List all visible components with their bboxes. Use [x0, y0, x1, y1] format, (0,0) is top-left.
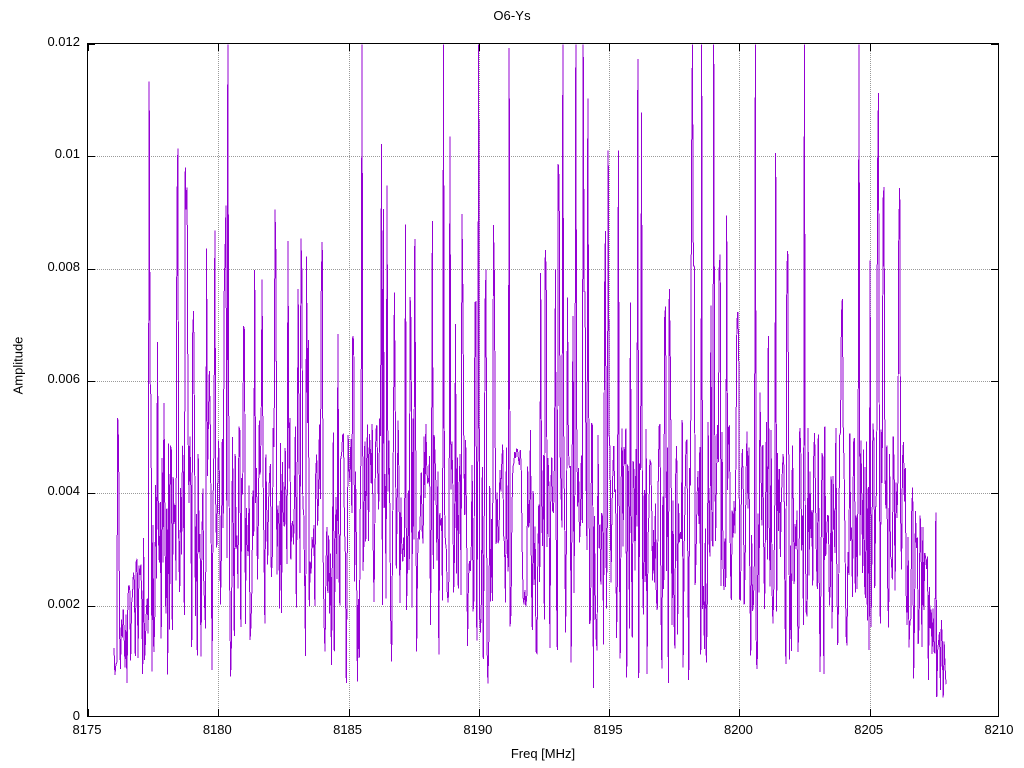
- y-tick-label: 0.012: [47, 34, 80, 49]
- y-tick-label: 0.004: [47, 483, 80, 499]
- gridline-horizontal: [88, 268, 998, 270]
- x-tick-label: 8175: [72, 722, 102, 737]
- y-tick-mark: [991, 268, 998, 270]
- gridline-vertical: [348, 44, 350, 716]
- y-tick-mark: [991, 156, 998, 158]
- y-tick-mark: [88, 381, 95, 382]
- gridline-horizontal: [88, 381, 998, 382]
- chart-title: O6-Ys: [493, 8, 531, 23]
- gridline-vertical: [609, 44, 611, 716]
- x-tick-label: 8210: [984, 722, 1014, 737]
- x-tick-mark: [609, 44, 611, 51]
- x-tick-mark: [218, 44, 220, 51]
- x-tick-label: 8185: [333, 722, 363, 737]
- spectrum-line-series: [113, 44, 947, 698]
- gridline-vertical: [739, 44, 741, 716]
- gridline-vertical: [218, 44, 220, 716]
- x-tick-label: 8205: [854, 722, 884, 737]
- y-tick-mark: [991, 44, 998, 45]
- y-tick-mark: [88, 605, 95, 607]
- y-tick-mark: [88, 44, 95, 45]
- y-tick-label: 0.002: [47, 595, 80, 611]
- y-tick-label: 0.01: [54, 146, 80, 162]
- x-tick-label: 8180: [202, 722, 232, 737]
- y-tick-mark: [991, 493, 998, 495]
- x-tick-mark: [869, 709, 871, 716]
- y-tick-label: 0.008: [47, 258, 80, 274]
- x-tick-mark: [609, 709, 611, 716]
- x-tick-mark: [478, 709, 480, 716]
- x-tick-mark: [739, 709, 741, 716]
- y-tick-mark: [991, 605, 998, 607]
- x-tick-label: 8190: [463, 722, 493, 737]
- x-tick-mark: [478, 44, 480, 51]
- x-tick-mark: [88, 709, 89, 716]
- x-tick-label: 8195: [593, 722, 623, 737]
- series-path: [113, 44, 947, 698]
- y-tick-mark: [991, 381, 998, 382]
- y-tick-mark: [88, 268, 95, 270]
- y-tick-label: 0.006: [47, 371, 80, 386]
- x-tick-mark: [739, 44, 741, 51]
- y-axis-label: Amplitude: [10, 336, 26, 395]
- x-axis-label: Freq [MHz]: [510, 746, 576, 761]
- y-tick-mark: [88, 493, 95, 495]
- x-tick-mark: [348, 709, 350, 716]
- x-tick-mark: [218, 709, 220, 716]
- x-tick-mark: [869, 44, 871, 51]
- x-tick-label: 8200: [723, 722, 753, 737]
- y-tick-label: 0: [72, 708, 80, 723]
- plot-area: [87, 43, 999, 717]
- gridline-horizontal: [88, 605, 998, 607]
- gridline-horizontal: [88, 156, 998, 158]
- x-tick-mark: [88, 44, 89, 51]
- y-tick-mark: [88, 156, 95, 158]
- x-tick-mark: [348, 44, 350, 51]
